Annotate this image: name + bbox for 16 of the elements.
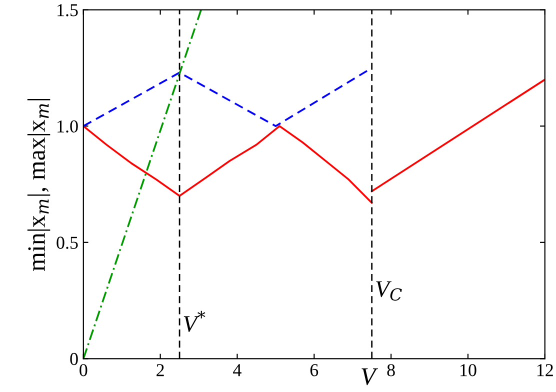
line-series [83,125,373,204]
x-tick-label: 6 [310,364,318,376]
x-tick-label: 4 [233,364,242,376]
x-tick-label: 10 [460,364,476,376]
y-tick-label: 0 [70,352,78,366]
x-tick-label: 0 [80,364,88,376]
x-tick-label: 2 [156,364,164,376]
y-tick-label: 1.0 [58,120,78,133]
x-tick-label: 8 [387,364,395,376]
y-axis-title: min|x$_{m}$|, max|x$_{m}$| [27,98,50,271]
y-tick-label: 1.5 [58,4,78,16]
ref-line-label: V$^{*}$ [184,310,206,332]
y-tick-label: 0.5 [56,236,78,249]
x-tick-label: 12 [537,364,553,376]
ref-line-label: V$_{C}$ [376,281,402,301]
x-axis-title: V [362,368,378,386]
